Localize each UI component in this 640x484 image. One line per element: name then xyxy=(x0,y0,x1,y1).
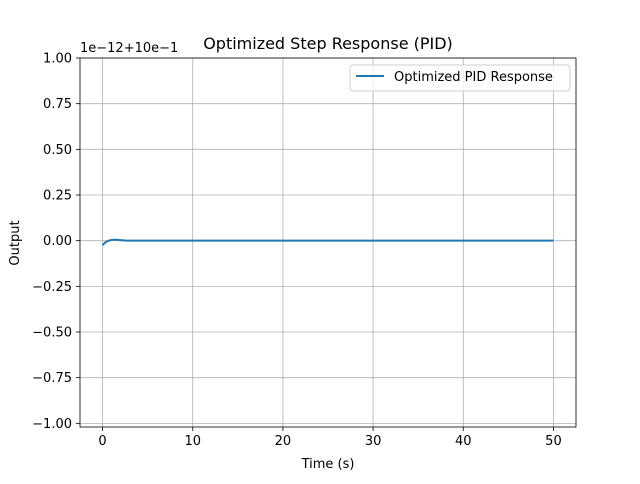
y-tick-label: 0.25 xyxy=(43,189,72,204)
y-tick-label: 1.00 xyxy=(43,52,72,67)
series-layer xyxy=(101,238,554,246)
y-tick-label: −0.75 xyxy=(32,371,72,386)
x-axis-ticks: 0 10 20 30 40 50 xyxy=(98,427,562,449)
y-axis-offset-text: 1e−12+10e−1 xyxy=(80,41,178,56)
y-tick-label: 0.75 xyxy=(43,97,72,112)
y-tick-label: −0.25 xyxy=(32,280,72,295)
y-tick-label: 0.00 xyxy=(43,234,72,249)
x-tick-label: 0 xyxy=(98,434,106,449)
legend: Optimized PID Response xyxy=(349,64,571,92)
legend-box xyxy=(349,64,571,92)
chart-title: Optimized Step Response (PID) xyxy=(203,34,453,53)
x-axis-label: Time (s) xyxy=(301,457,355,472)
x-tick-label: 20 xyxy=(275,434,292,449)
series-line xyxy=(101,238,554,246)
x-tick-label: 30 xyxy=(365,434,382,449)
x-tick-label: 50 xyxy=(545,434,562,449)
y-axis-label: Output xyxy=(8,220,23,265)
plot-area-frame xyxy=(79,57,577,428)
x-tick-label: 10 xyxy=(184,434,201,449)
y-tick-label: −0.50 xyxy=(32,326,72,341)
y-tick-label: 0.50 xyxy=(43,143,72,158)
y-axis-ticks: −1.00 −0.75 −0.50 −0.25 0.00 0.25 0.50 0.75 1.00 xyxy=(32,52,80,432)
legend-label: Optimized PID Response xyxy=(394,70,553,85)
x-tick-label: 40 xyxy=(455,434,472,449)
y-tick-label: −1.00 xyxy=(32,417,72,432)
